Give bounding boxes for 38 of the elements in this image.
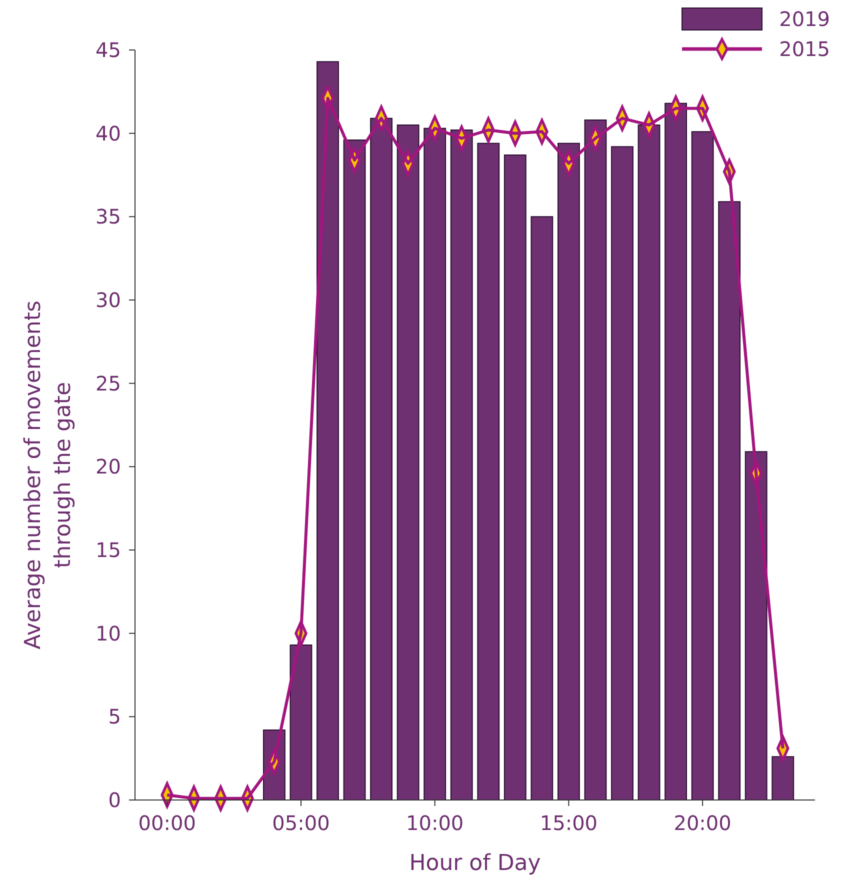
legend-label: 2015 bbox=[779, 37, 830, 61]
bar bbox=[611, 146, 634, 800]
y-axis-title: Average number of movements through the gate bbox=[21, 300, 76, 650]
y-tick-label: 20 bbox=[96, 454, 121, 479]
y-tick-label: 10 bbox=[96, 621, 121, 646]
bar bbox=[584, 120, 607, 800]
bar bbox=[343, 140, 366, 800]
y-tick-label: 40 bbox=[96, 121, 121, 146]
bar bbox=[744, 451, 768, 800]
bar bbox=[424, 128, 446, 800]
bar bbox=[691, 131, 714, 800]
bar bbox=[638, 124, 660, 800]
bar bbox=[290, 644, 312, 800]
y-tick-label: 25 bbox=[96, 371, 121, 396]
bar bbox=[477, 142, 500, 800]
x-tick-label: 10:00 bbox=[406, 811, 464, 835]
y-tick-label: 5 bbox=[108, 704, 121, 729]
bar bbox=[557, 142, 580, 800]
bar bbox=[450, 130, 473, 800]
y-tick-label: 30 bbox=[96, 288, 121, 312]
x-tick-label: 15:00 bbox=[540, 811, 598, 835]
y-tick-label: 35 bbox=[96, 204, 121, 229]
bar bbox=[718, 201, 741, 800]
bar bbox=[370, 118, 393, 800]
x-tick-label: 20:00 bbox=[674, 811, 732, 835]
x-tick-label: 05:00 bbox=[272, 811, 330, 835]
y-tick-label: 15 bbox=[96, 538, 121, 562]
y-tick-label: 0 bbox=[108, 788, 121, 812]
bar bbox=[504, 154, 526, 800]
bar bbox=[530, 216, 554, 800]
bar bbox=[664, 102, 687, 800]
bar bbox=[772, 756, 794, 800]
bar bbox=[316, 61, 339, 800]
legend-label: 2019 bbox=[779, 7, 830, 31]
y-tick-label: 45 bbox=[96, 38, 121, 62]
x-axis-title: Hour of Day bbox=[409, 851, 541, 876]
x-tick-label: 00:00 bbox=[138, 811, 196, 835]
bar bbox=[396, 124, 420, 800]
